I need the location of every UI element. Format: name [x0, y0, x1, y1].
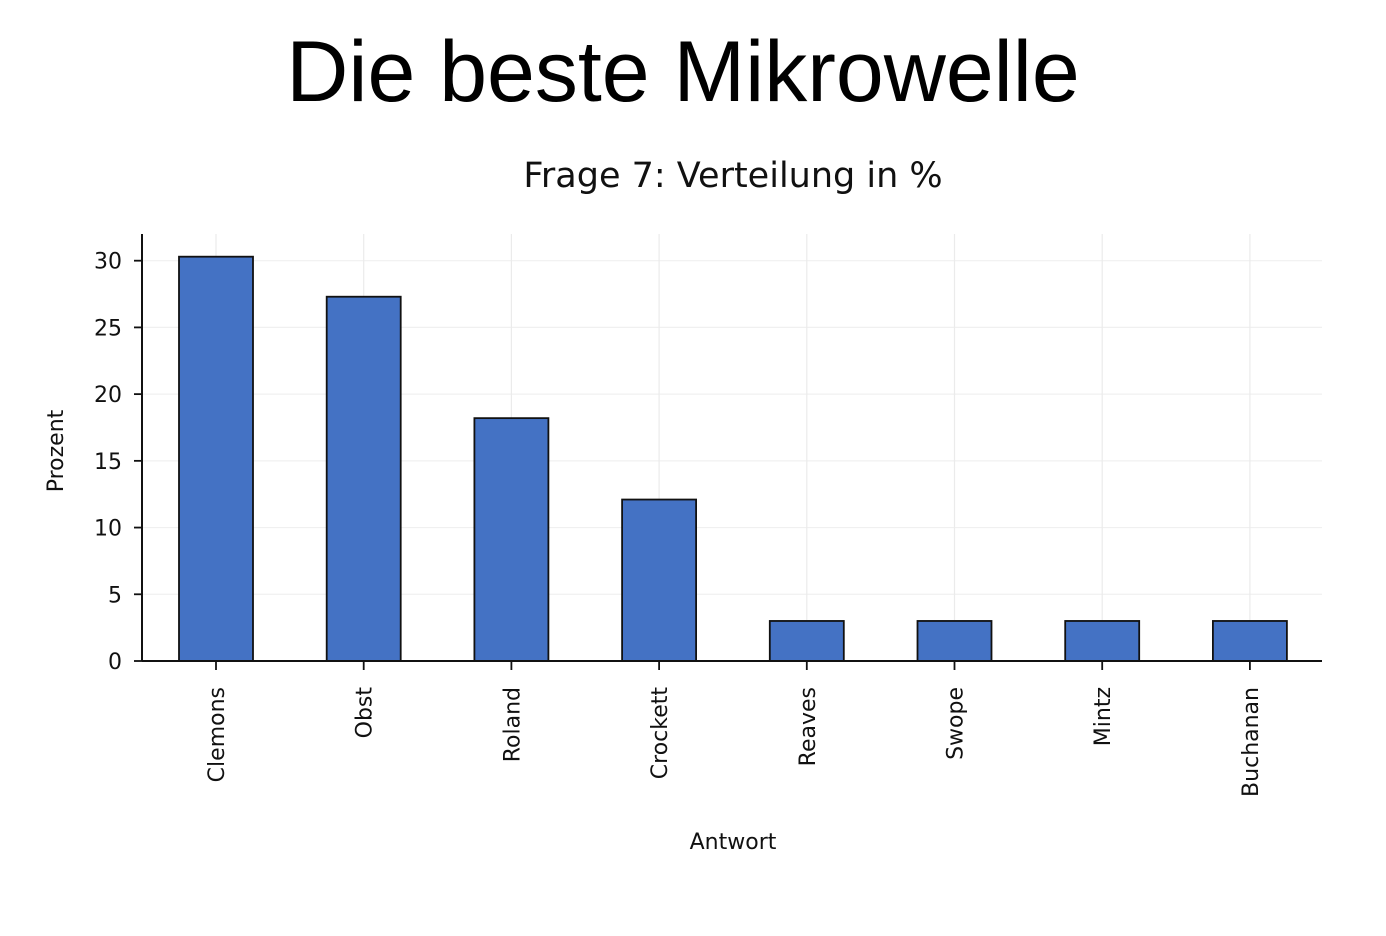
bar-reaves: [768, 620, 845, 662]
grid-lines: [142, 234, 1322, 662]
x-tick-label: Obst: [353, 687, 378, 739]
bar-crockett: [621, 498, 697, 662]
y-tick-label: 20: [94, 383, 122, 408]
x-tick-label: Swope: [944, 687, 969, 760]
chart-title: Frage 7: Verteilung in %: [523, 156, 942, 196]
slide-title: Die beste Mikrowelle: [286, 24, 1080, 120]
bar-roland: [473, 417, 550, 662]
y-tick-label: 30: [94, 250, 122, 275]
x-tick-label: Mintz: [1091, 687, 1116, 746]
bar-swope: [916, 620, 993, 662]
x-tick-label: Reaves: [796, 687, 821, 766]
bar-mintz: [1064, 620, 1141, 662]
bars: [178, 255, 1288, 662]
x-tick-label: Crockett: [648, 687, 673, 780]
bar-buchanan: [1212, 620, 1288, 662]
x-axis-label: Antwort: [690, 830, 777, 855]
axes: 0 5 10 15 20 25 30 Clemons Obst Roland Crockett Rea…: [94, 234, 1322, 797]
x-tick-label: Roland: [500, 687, 525, 762]
bar-obst: [325, 295, 402, 662]
x-tick-label: Buchanan: [1239, 687, 1264, 797]
bar-clemons: [178, 255, 254, 662]
y-tick-label: 0: [108, 650, 122, 675]
y-tick-label: 5: [108, 583, 122, 608]
y-tick-label: 25: [94, 316, 122, 341]
y-tick-label: 10: [94, 517, 122, 542]
x-tick-label: Clemons: [205, 687, 230, 782]
y-axis-label: Prozent: [44, 409, 69, 492]
y-tick-label: 15: [94, 450, 122, 475]
